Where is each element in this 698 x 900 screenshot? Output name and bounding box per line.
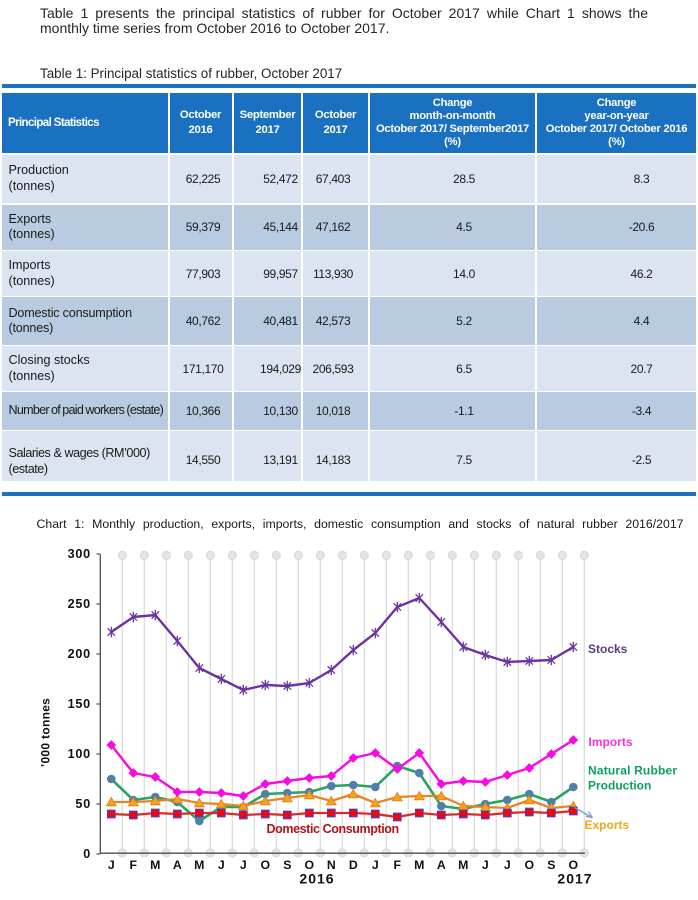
- svg-text:2016: 2016: [299, 871, 334, 887]
- svg-text:F: F: [130, 858, 138, 872]
- svg-text:150: 150: [68, 697, 91, 711]
- svg-text:300: 300: [68, 547, 91, 561]
- svg-text:M: M: [458, 858, 468, 872]
- svg-text:A: A: [173, 858, 182, 872]
- svg-text:J: J: [108, 858, 115, 872]
- svg-text:A: A: [437, 858, 446, 872]
- svg-text:F: F: [394, 858, 402, 872]
- svg-text:S: S: [547, 858, 555, 872]
- svg-text:M: M: [150, 858, 160, 872]
- svg-text:J: J: [218, 858, 225, 872]
- svg-text:Production: Production: [588, 779, 651, 793]
- svg-text:O: O: [305, 858, 315, 872]
- svg-text:D: D: [349, 858, 358, 872]
- svg-text:Domestic Consumption: Domestic Consumption: [267, 822, 399, 836]
- svg-text:Natural Rubber: Natural Rubber: [588, 764, 677, 778]
- svg-text:O: O: [525, 858, 535, 872]
- svg-text:J: J: [482, 858, 489, 872]
- svg-text:J: J: [240, 858, 247, 872]
- svg-text:S: S: [283, 858, 291, 872]
- svg-text:O: O: [261, 858, 271, 872]
- svg-text:M: M: [194, 858, 204, 872]
- svg-text:0: 0: [83, 847, 91, 861]
- svg-text:50: 50: [75, 797, 91, 811]
- svg-text:O: O: [569, 858, 579, 872]
- svg-text:J: J: [504, 858, 511, 872]
- svg-text:2017: 2017: [557, 871, 592, 887]
- svg-text:J: J: [372, 858, 379, 872]
- svg-text:N: N: [327, 858, 336, 872]
- svg-text:Imports: Imports: [589, 735, 633, 749]
- svg-text:200: 200: [68, 647, 91, 661]
- svg-text:250: 250: [68, 597, 91, 611]
- svg-text:Exports: Exports: [585, 818, 630, 832]
- svg-text:100: 100: [68, 747, 91, 761]
- svg-text:M: M: [414, 858, 424, 872]
- svg-text:’000 tonnes: ’000 tonnes: [39, 698, 53, 767]
- svg-text:Stocks: Stocks: [588, 642, 628, 656]
